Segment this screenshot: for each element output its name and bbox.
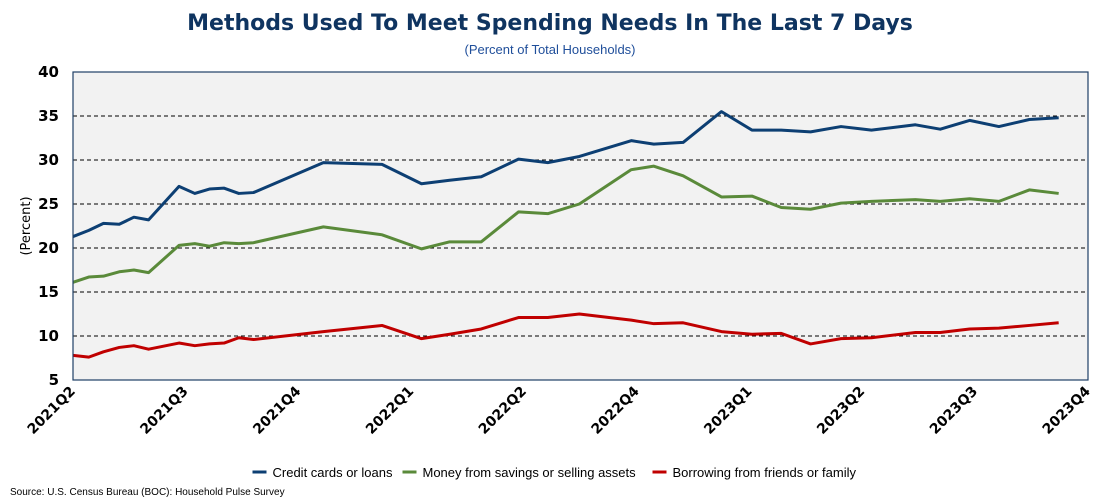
- y-tick-label: 40: [38, 63, 59, 81]
- x-tick-label: 2023Q4: [1040, 383, 1094, 437]
- x-tick-label: 2021Q4: [250, 383, 304, 437]
- x-tick-label: 2023Q1: [701, 384, 755, 438]
- plot-border: [72, 71, 1089, 381]
- x-tick-label: 2022Q1: [363, 384, 417, 438]
- plot-area: [73, 72, 1088, 380]
- y-tick-label: 30: [38, 151, 59, 169]
- x-tick-label: 2021Q3: [137, 384, 191, 438]
- x-tick-label: 2022Q2: [476, 384, 530, 438]
- legend-label: Borrowing from friends or family: [673, 465, 857, 480]
- series-line-0: [72, 110, 1059, 238]
- y-tick-label: 15: [38, 283, 59, 301]
- x-tick-label: 2023Q3: [927, 384, 981, 438]
- y-axis-label: (Percent): [19, 196, 34, 255]
- legend-label: Credit cards or loans: [273, 465, 393, 480]
- y-tick-label: 35: [38, 107, 59, 125]
- x-tick-label: 2023Q2: [814, 384, 868, 438]
- chart-subtitle: (Percent of Total Households): [464, 42, 635, 57]
- x-tick-label: 2022Q4: [589, 383, 643, 437]
- series-line-1: [72, 164, 1059, 284]
- source-note: Source: U.S. Census Bureau (BOC): Househ…: [10, 487, 285, 498]
- y-tick-label: 10: [38, 327, 59, 345]
- chart-title: Methods Used To Meet Spending Needs In T…: [187, 11, 913, 36]
- y-tick-label: 20: [38, 239, 59, 257]
- series-line-2: [72, 312, 1059, 359]
- x-tick-label: 2021Q2: [25, 384, 79, 438]
- y-tick-label: 25: [38, 195, 59, 213]
- legend-label: Money from savings or selling assets: [423, 465, 637, 480]
- y-tick-label: 5: [49, 371, 59, 389]
